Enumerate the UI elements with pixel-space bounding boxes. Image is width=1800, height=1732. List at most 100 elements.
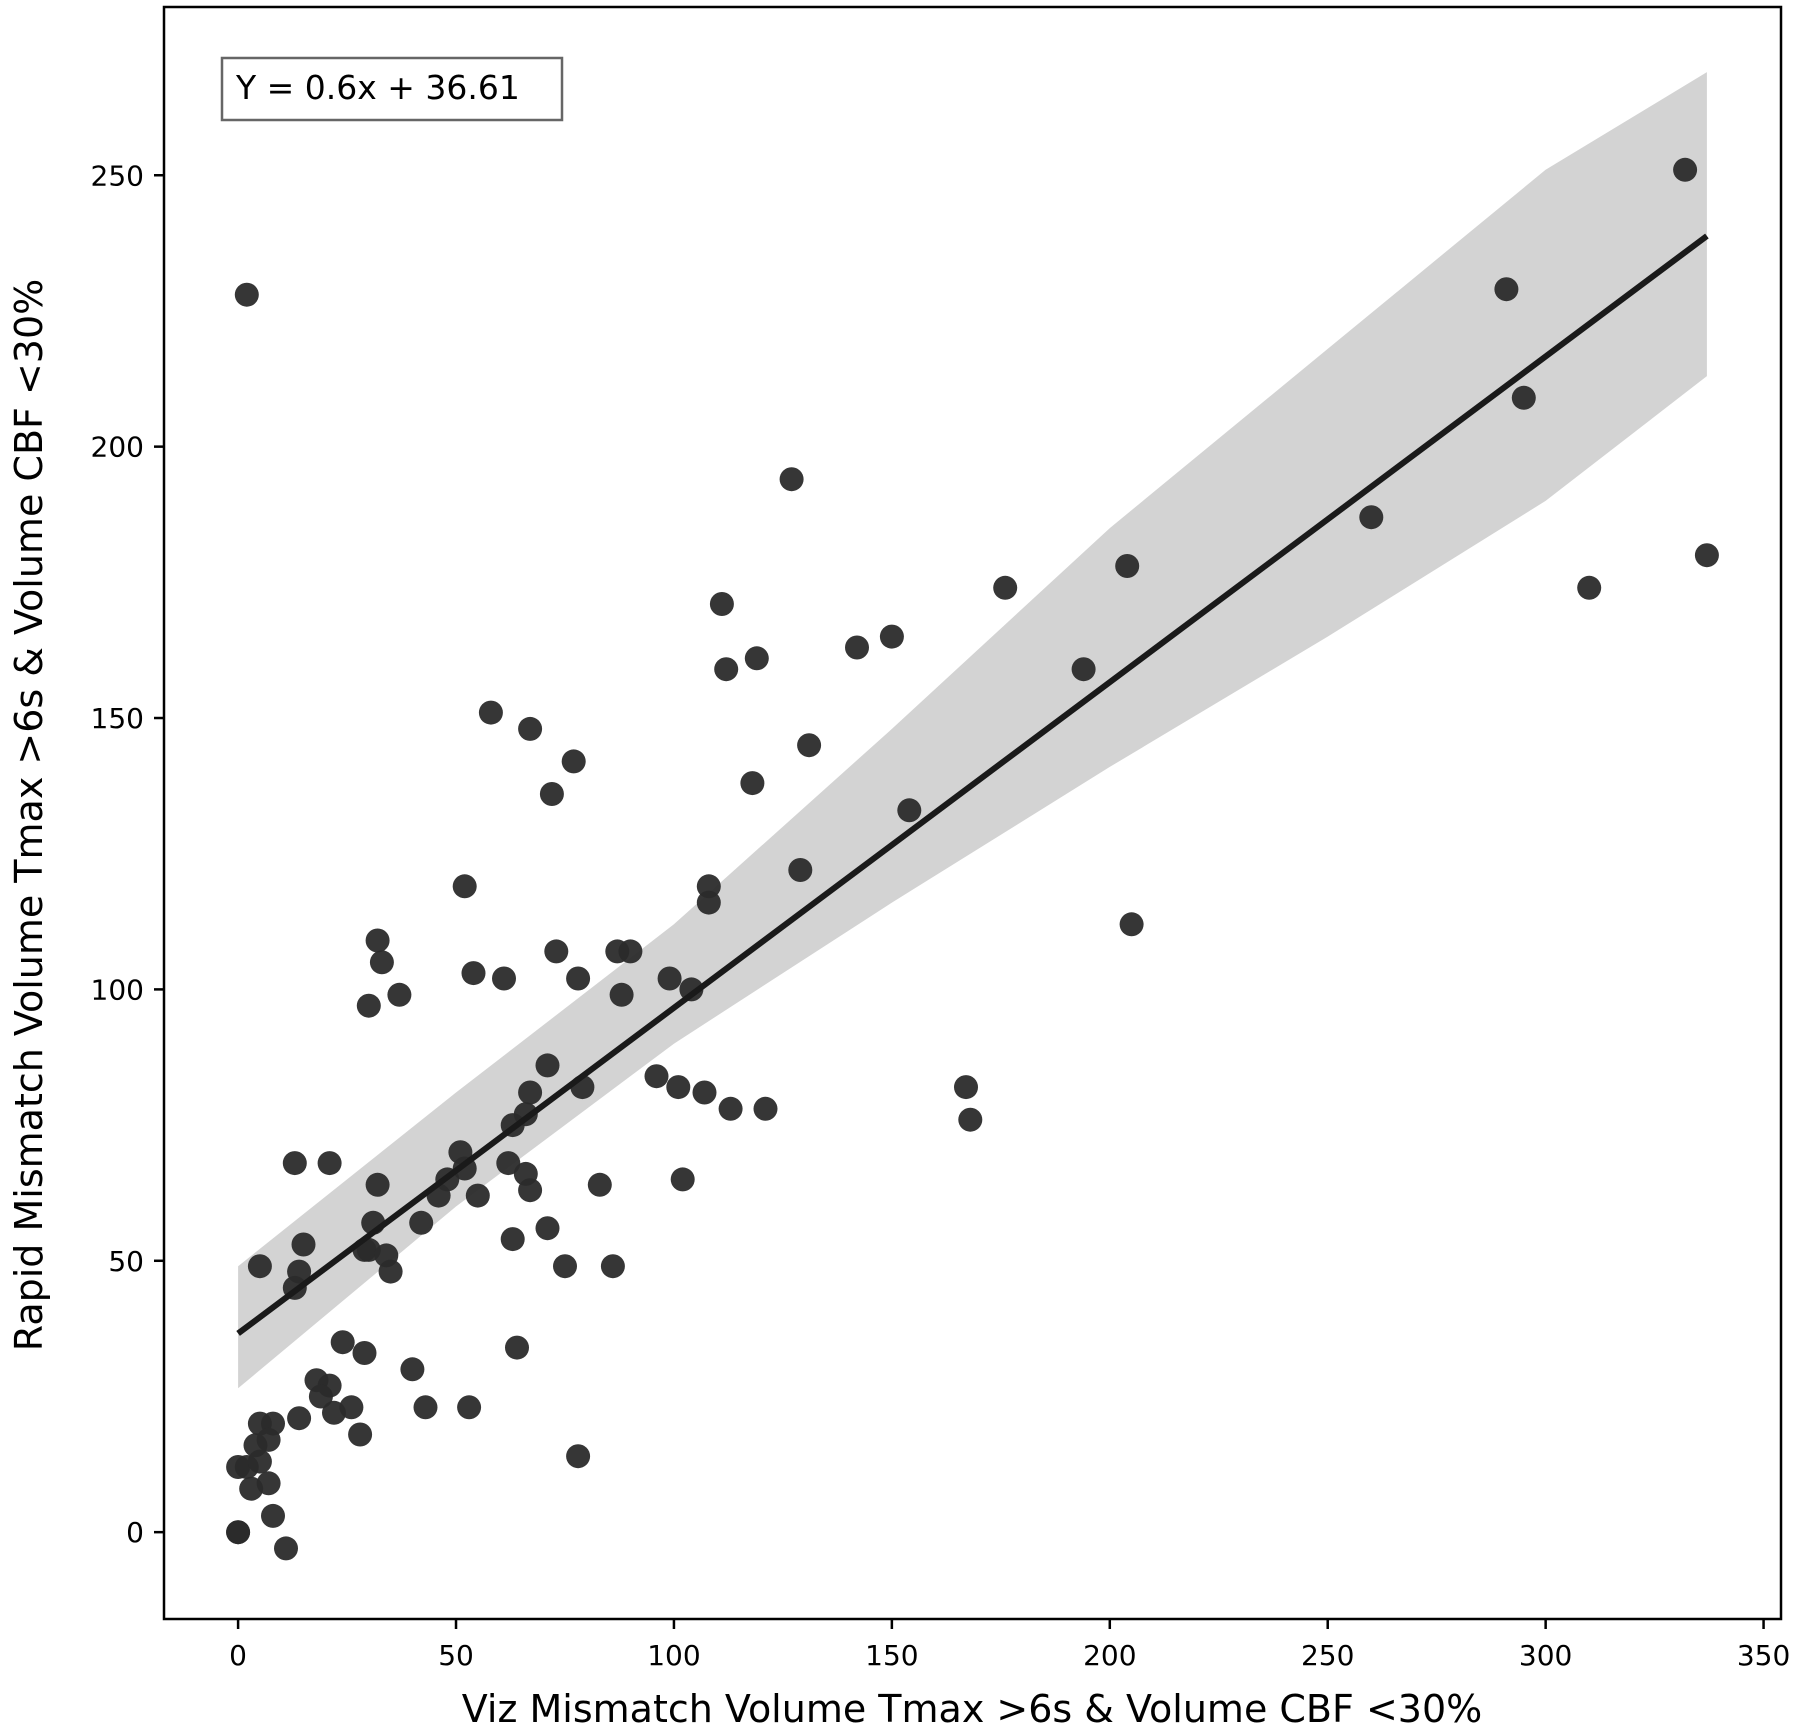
data-point xyxy=(879,624,904,649)
data-point xyxy=(535,1216,560,1241)
data-point xyxy=(256,1427,281,1452)
data-point xyxy=(452,874,477,899)
plot-frame xyxy=(162,5,1783,1621)
data-point xyxy=(718,1096,743,1121)
data-point xyxy=(1494,277,1519,302)
data-point xyxy=(797,733,822,758)
data-point xyxy=(247,1449,272,1474)
data-point xyxy=(958,1107,983,1132)
data-point xyxy=(605,939,630,964)
data-point xyxy=(644,1064,669,1089)
data-point xyxy=(609,982,634,1007)
data-point xyxy=(993,575,1018,600)
data-point xyxy=(845,635,869,660)
data-point xyxy=(461,961,486,986)
data-point xyxy=(465,1183,490,1208)
data-point xyxy=(954,1075,978,1100)
data-point xyxy=(692,1080,717,1105)
x-tick-label: 300 xyxy=(1519,1639,1572,1672)
data-point xyxy=(753,1096,778,1121)
equation-box-frame xyxy=(220,56,564,122)
data-point xyxy=(544,939,569,964)
data-point xyxy=(714,657,739,682)
data-point xyxy=(1359,505,1384,530)
data-point xyxy=(400,1357,425,1382)
y-axis-ticks: 0 50 100 150 200 250 xyxy=(91,159,164,1549)
equation-text: Y = 0.6x + 36.61 xyxy=(235,68,520,107)
data-point xyxy=(535,1053,560,1078)
data-point xyxy=(505,1335,529,1360)
data-point xyxy=(1577,575,1602,600)
data-point xyxy=(247,1254,272,1279)
data-point xyxy=(518,716,543,741)
x-tick-label: 350 xyxy=(1737,1639,1790,1672)
data-point xyxy=(308,1384,333,1409)
data-point xyxy=(553,1254,577,1279)
data-point xyxy=(709,592,734,616)
data-point xyxy=(478,700,503,725)
data-point xyxy=(1119,912,1144,937)
data-point xyxy=(339,1395,364,1420)
regression-line xyxy=(236,233,1709,1336)
data-point xyxy=(679,977,704,1002)
y-tick-label: 150 xyxy=(91,702,144,735)
x-tick-label: 100 xyxy=(647,1639,700,1672)
x-tick-label: 200 xyxy=(1083,1639,1136,1672)
data-point xyxy=(287,1406,312,1431)
data-point xyxy=(261,1503,285,1528)
data-point xyxy=(779,467,804,492)
data-point xyxy=(740,771,765,796)
data-point xyxy=(1673,157,1698,182)
data-point xyxy=(1511,385,1536,410)
data-point xyxy=(500,1227,525,1252)
data-point xyxy=(744,646,769,671)
data-point xyxy=(226,1520,251,1545)
data-point xyxy=(409,1210,434,1235)
y-tick-label: 100 xyxy=(91,973,144,1006)
data-point xyxy=(587,1172,612,1197)
data-point xyxy=(348,1422,373,1447)
data-point xyxy=(561,749,586,774)
data-point xyxy=(457,1395,482,1420)
data-point xyxy=(256,1471,281,1496)
data-point xyxy=(387,982,412,1007)
x-tick-label: 250 xyxy=(1301,1639,1354,1672)
data-point xyxy=(1071,657,1096,682)
data-point xyxy=(369,950,394,975)
data-point xyxy=(788,858,813,882)
x-tick-label: 150 xyxy=(865,1639,918,1672)
data-point xyxy=(352,1341,377,1365)
data-point xyxy=(1694,543,1719,568)
data-point xyxy=(365,928,390,953)
y-tick-label: 0 xyxy=(126,1516,144,1549)
data-point xyxy=(518,1080,543,1105)
data-point xyxy=(413,1395,438,1420)
data-point xyxy=(378,1259,403,1284)
data-point xyxy=(274,1536,298,1561)
data-point xyxy=(600,1254,625,1279)
data-point xyxy=(670,1167,695,1192)
data-point xyxy=(492,966,516,991)
x-axis-label: Viz Mismatch Volume Tmax >6s & Volume CB… xyxy=(462,1687,1483,1731)
data-point xyxy=(666,1075,691,1100)
data-point xyxy=(330,1330,355,1355)
data-point xyxy=(518,1178,543,1203)
data-point xyxy=(234,282,259,307)
data-point xyxy=(317,1151,342,1176)
data-point xyxy=(291,1232,316,1257)
data-point xyxy=(496,1151,521,1176)
data-point xyxy=(696,890,721,915)
y-tick-label: 250 xyxy=(91,159,144,192)
y-tick-label: 50 xyxy=(108,1245,144,1278)
equation-box: Y = 0.6x + 36.61 xyxy=(220,56,564,122)
data-point xyxy=(539,782,564,806)
data-point xyxy=(657,966,682,991)
x-tick-label: 0 xyxy=(229,1639,247,1672)
data-point xyxy=(897,798,922,823)
x-tick-label: 50 xyxy=(438,1639,474,1672)
y-axis-label: Rapid Mismatch Volume Tmax >6s & Volume … xyxy=(7,279,51,1351)
data-point xyxy=(356,993,381,1018)
x-axis-ticks: 0 50 100 150 200 250 300 350 xyxy=(229,1619,1790,1672)
data-point xyxy=(1115,554,1140,578)
